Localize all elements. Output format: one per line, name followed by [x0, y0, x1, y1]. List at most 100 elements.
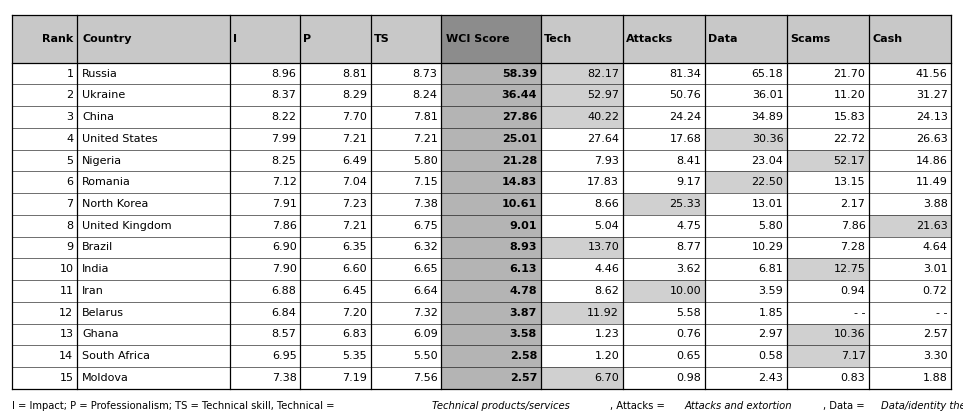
Text: 27.64: 27.64: [587, 134, 619, 144]
Text: 8.73: 8.73: [413, 69, 437, 79]
Text: 3.62: 3.62: [677, 264, 701, 274]
Text: 2.43: 2.43: [759, 373, 783, 383]
Text: 8.24: 8.24: [412, 90, 437, 100]
Text: 7.21: 7.21: [413, 134, 437, 144]
Text: 7.12: 7.12: [272, 177, 297, 187]
Text: 6.45: 6.45: [342, 286, 367, 296]
Text: 8.81: 8.81: [342, 69, 367, 79]
Text: 7.38: 7.38: [272, 373, 297, 383]
Text: 15: 15: [60, 373, 73, 383]
Text: 6.32: 6.32: [413, 242, 437, 252]
Text: 5.50: 5.50: [413, 351, 437, 361]
Bar: [12, 215, 951, 237]
Text: 22.50: 22.50: [751, 177, 783, 187]
Text: 0.76: 0.76: [677, 329, 701, 339]
Text: Tech: Tech: [544, 34, 572, 43]
Text: 13.01: 13.01: [752, 199, 783, 209]
Text: 14.83: 14.83: [502, 177, 537, 187]
Text: 14: 14: [60, 351, 73, 361]
Text: 5.58: 5.58: [677, 308, 701, 318]
Text: 7.21: 7.21: [342, 134, 367, 144]
Text: 13.15: 13.15: [834, 177, 866, 187]
Text: 25.01: 25.01: [502, 134, 537, 144]
Text: 17.68: 17.68: [669, 134, 701, 144]
Text: 10.61: 10.61: [502, 199, 537, 209]
Text: 2.58: 2.58: [509, 351, 537, 361]
Bar: [441, 324, 541, 345]
Text: 8.93: 8.93: [509, 242, 537, 252]
Text: 17.83: 17.83: [587, 177, 619, 187]
Text: 7.28: 7.28: [841, 242, 866, 252]
Text: China: China: [82, 112, 114, 122]
Text: 9.17: 9.17: [676, 177, 701, 187]
Text: 6.90: 6.90: [272, 242, 297, 252]
Bar: [787, 345, 870, 367]
Text: 12: 12: [60, 308, 73, 318]
Bar: [441, 302, 541, 324]
Text: - -: - -: [854, 308, 866, 318]
Text: 7.20: 7.20: [342, 308, 367, 318]
Bar: [541, 106, 623, 128]
Bar: [441, 345, 541, 367]
Text: 12.75: 12.75: [834, 264, 866, 274]
Text: 65.18: 65.18: [752, 69, 783, 79]
Text: 10.36: 10.36: [834, 329, 866, 339]
Text: 2.17: 2.17: [841, 199, 866, 209]
Text: 6.60: 6.60: [343, 264, 367, 274]
Text: I: I: [233, 34, 237, 43]
Text: 7.17: 7.17: [841, 351, 866, 361]
Text: Data: Data: [708, 34, 738, 43]
Text: 6.35: 6.35: [343, 242, 367, 252]
Text: Nigeria: Nigeria: [82, 155, 122, 166]
Text: 7.21: 7.21: [342, 221, 367, 231]
Text: 5: 5: [66, 155, 73, 166]
Text: 6: 6: [66, 177, 73, 187]
Text: 7: 7: [66, 199, 73, 209]
Text: Iran: Iran: [82, 286, 104, 296]
Text: 0.65: 0.65: [677, 351, 701, 361]
Text: Attacks: Attacks: [626, 34, 673, 43]
Text: 6.49: 6.49: [342, 155, 367, 166]
Text: 6.65: 6.65: [413, 264, 437, 274]
Text: 6.83: 6.83: [342, 329, 367, 339]
Text: 26.63: 26.63: [916, 134, 948, 144]
Text: 9: 9: [66, 242, 73, 252]
Text: 14.86: 14.86: [916, 155, 948, 166]
Text: 0.72: 0.72: [923, 286, 948, 296]
Bar: [441, 128, 541, 150]
Text: 6.64: 6.64: [413, 286, 437, 296]
Text: 24.24: 24.24: [669, 112, 701, 122]
Text: 41.56: 41.56: [916, 69, 948, 79]
Text: 7.86: 7.86: [841, 221, 866, 231]
Bar: [541, 302, 623, 324]
Text: 27.86: 27.86: [502, 112, 537, 122]
Text: 4.64: 4.64: [923, 242, 948, 252]
Bar: [441, 215, 541, 237]
Bar: [541, 84, 623, 106]
Text: 1.85: 1.85: [759, 308, 783, 318]
Text: 3.01: 3.01: [923, 264, 948, 274]
Text: 52.17: 52.17: [834, 155, 866, 166]
Bar: [870, 215, 951, 237]
Text: Scams: Scams: [790, 34, 830, 43]
Text: 6.84: 6.84: [272, 308, 297, 318]
Bar: [12, 345, 951, 367]
Bar: [12, 84, 951, 106]
Bar: [12, 128, 951, 150]
Text: North Korea: North Korea: [82, 199, 148, 209]
Text: Romania: Romania: [82, 177, 131, 187]
Text: Russia: Russia: [82, 69, 117, 79]
Text: I = Impact; P = Professionalism; TS = Technical skill, Technical =: I = Impact; P = Professionalism; TS = Te…: [12, 401, 337, 411]
Text: 5.04: 5.04: [594, 221, 619, 231]
Text: 7.04: 7.04: [342, 177, 367, 187]
Text: 6.81: 6.81: [759, 264, 783, 274]
Text: 24.13: 24.13: [916, 112, 948, 122]
Text: 7.91: 7.91: [272, 199, 297, 209]
Text: 11.20: 11.20: [834, 90, 866, 100]
Text: 8.62: 8.62: [594, 286, 619, 296]
Text: 7.32: 7.32: [413, 308, 437, 318]
Bar: [12, 280, 951, 302]
Bar: [623, 280, 705, 302]
Bar: [623, 193, 705, 215]
Text: 6.95: 6.95: [272, 351, 297, 361]
